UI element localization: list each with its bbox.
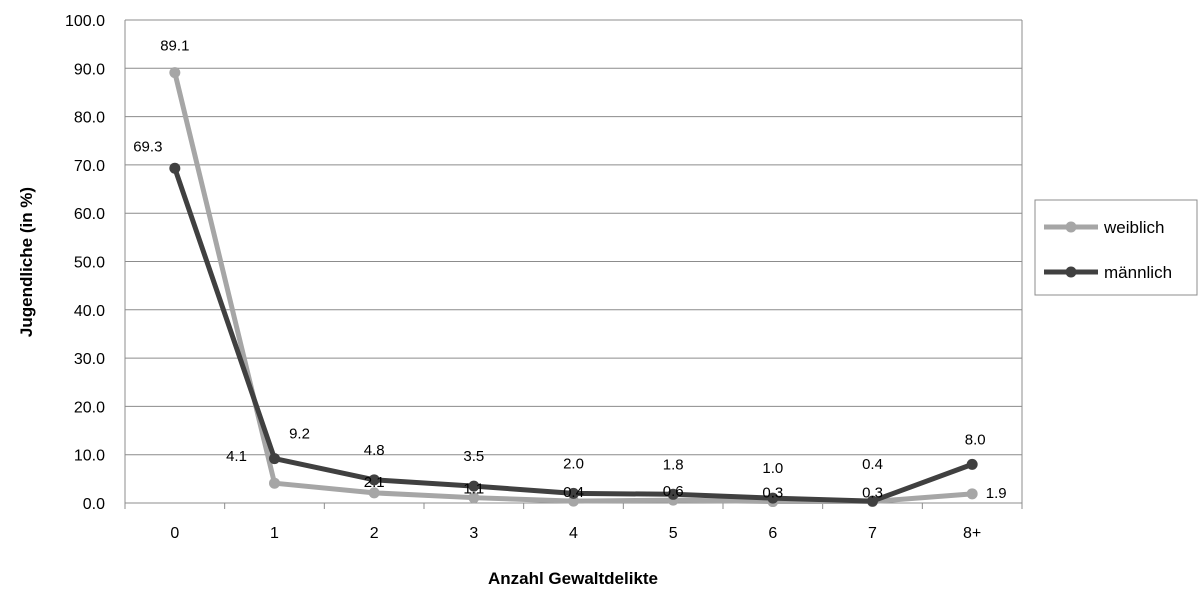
y-tick-label: 90.0	[74, 61, 105, 78]
data-label: 1.1	[463, 481, 484, 498]
legend-box	[1034, 199, 1198, 296]
y-tick-label: 30.0	[74, 351, 105, 368]
legend-label: männlich	[1104, 263, 1172, 282]
data-point	[169, 162, 181, 174]
gridlines	[124, 19, 1023, 509]
data-label: 9.2	[289, 426, 310, 443]
data-label: 1.8	[663, 456, 684, 473]
data-point	[667, 488, 679, 500]
data-label: 2.0	[563, 455, 584, 472]
data-label: 4.8	[364, 442, 385, 459]
y-tick-label: 80.0	[74, 110, 105, 127]
data-point	[368, 487, 380, 499]
legend-label: weiblich	[1103, 218, 1164, 237]
data-label: 0.4	[862, 456, 883, 473]
data-label: 0.3	[862, 485, 883, 502]
data-label: 0.4	[563, 484, 584, 501]
data-point	[867, 495, 878, 507]
x-tick-label: 7	[868, 525, 877, 542]
x-tick-label: 2	[370, 525, 379, 542]
data-label: 69.3	[133, 138, 162, 155]
data-labels: 89.1 4.1 2.1 1.1 0.4 0.6 0.3 0.3 1.9 69.3 9.2 4.8 3.…	[133, 38, 1006, 502]
data-point	[767, 492, 779, 504]
x-tick-label: 3	[469, 525, 478, 542]
data-label: 0.6	[663, 483, 684, 500]
y-tick-label: 20.0	[74, 399, 105, 416]
x-tick-label: 4	[569, 525, 578, 542]
x-axis-title: Anzahl Gewaltdelikte	[488, 569, 658, 588]
y-axis-title: Jugendliche (in %)	[17, 187, 36, 337]
y-tick-label: 50.0	[74, 255, 105, 272]
x-tick-label: 8+	[963, 525, 981, 542]
y-tick-label: 100.0	[65, 13, 105, 30]
legend-swatch-marker	[1065, 221, 1077, 233]
y-tick-label: 10.0	[74, 448, 105, 465]
x-tick-label: 6	[768, 525, 777, 542]
data-point	[468, 492, 480, 504]
data-label: 0.3	[762, 485, 783, 502]
y-tick-label: 40.0	[74, 303, 105, 320]
x-tick-label: 5	[669, 525, 678, 542]
data-label: 4.1	[226, 448, 247, 465]
data-label: 1.9	[986, 485, 1007, 502]
y-tick-label: 0.0	[83, 496, 105, 513]
y-tick-label: 70.0	[74, 158, 105, 175]
legend: weiblich männlich	[1034, 199, 1198, 296]
x-tick-label: 1	[270, 525, 279, 542]
data-label: 89.1	[160, 38, 189, 55]
data-point	[468, 480, 480, 492]
data-label: 8.0	[965, 431, 986, 448]
data-point	[966, 458, 978, 470]
data-point	[269, 477, 280, 489]
x-tick-label: 0	[170, 525, 179, 542]
data-label: 1.0	[762, 460, 783, 477]
data-point	[368, 474, 380, 486]
data-point	[568, 487, 579, 499]
y-tick-label: 60.0	[74, 206, 105, 223]
data-point	[966, 488, 978, 500]
data-point	[568, 495, 579, 507]
y-axis-ticks: 0.0 10.0 20.0 30.0 40.0 50.0 60.0 70.0 80.0 90.0 1…	[65, 13, 105, 513]
x-axis-ticks: 0 1 2 3 4 5 6 7 8+	[170, 525, 981, 542]
data-point	[269, 453, 280, 465]
data-point	[169, 67, 181, 79]
data-label: 2.1	[364, 474, 385, 491]
series-line-maennlich	[172, 167, 974, 504]
series-lines	[169, 67, 978, 508]
legend-swatch-marker	[1065, 266, 1077, 278]
data-label: 3.5	[463, 448, 484, 465]
